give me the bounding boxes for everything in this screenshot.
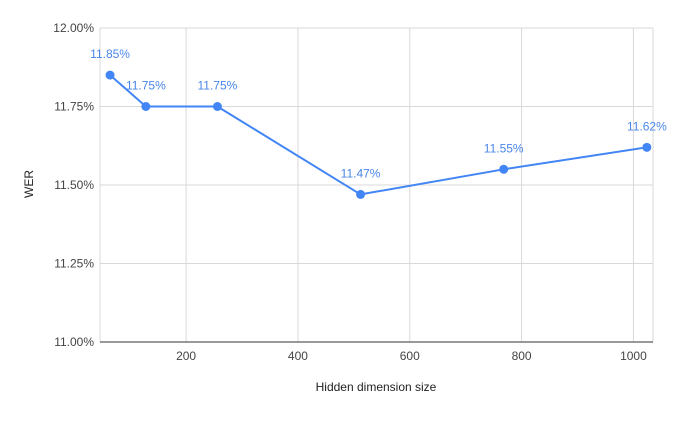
data-label: 11.47% [341, 166, 381, 180]
x-tick-label: 1000 [620, 349, 647, 363]
y-axis-title: WER [22, 170, 36, 198]
data-point [356, 189, 366, 199]
y-tick-label: 11.00% [54, 335, 94, 349]
x-tick-label: 800 [512, 349, 532, 363]
x-tick-label: 200 [176, 349, 196, 363]
y-tick-label: 11.50% [54, 178, 94, 192]
data-label: 11.75% [126, 79, 166, 93]
data-point [499, 164, 509, 174]
series-line [109, 74, 648, 196]
gridlines [99, 27, 654, 342]
x-tick-label: 600 [400, 349, 420, 363]
data-label: 11.75% [198, 79, 238, 93]
data-label: 11.55% [484, 141, 524, 155]
data-label: 11.62% [627, 119, 667, 133]
data-point [642, 142, 652, 152]
data-label: 11.85% [90, 47, 130, 61]
x-axis-title: Hidden dimension size [316, 380, 437, 394]
data-point [141, 102, 151, 111]
data-point [212, 102, 222, 111]
y-tick-label: 12.00% [53, 21, 94, 35]
data-point [105, 70, 115, 80]
axes: 11.00% 11.25% 11.50% 11.75% 12.00% 200 400 600 8… [53, 21, 653, 363]
y-tick-label: 11.75% [54, 100, 94, 114]
x-tick-label: 400 [288, 349, 308, 363]
y-tick-label: 11.25% [54, 257, 94, 271]
data-labels: 11.85% 11.75% 11.75% 11.47% 11.55% 11.62% [90, 47, 667, 180]
series-line-group [105, 70, 652, 199]
